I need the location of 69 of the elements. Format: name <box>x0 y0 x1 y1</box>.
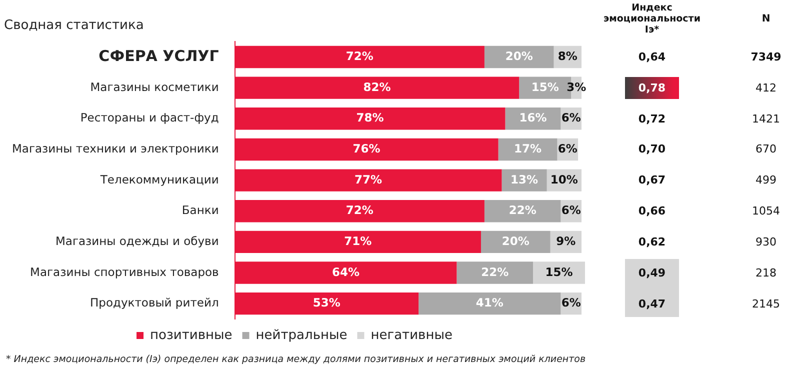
legend-label: нейтральные <box>256 328 348 343</box>
text: 0,62 <box>638 235 666 248</box>
data-label: 8% <box>558 48 578 63</box>
data-label: 71% <box>344 234 372 248</box>
y-tick-label: Магазины одежды и обуви <box>55 234 219 248</box>
text: 930 <box>756 235 776 248</box>
y-tick-label: Рестораны и фаст-фуд <box>80 110 219 125</box>
legend-label: негативные <box>370 328 452 343</box>
data-label: 6% <box>561 296 582 310</box>
text: 0,64 <box>638 50 666 64</box>
y-tick-label: Телекоммуникации <box>99 172 219 186</box>
data-label: 6% <box>561 203 582 218</box>
data-label: 17% <box>514 141 542 156</box>
text: 499 <box>756 174 776 187</box>
text: 0,47 <box>638 297 666 310</box>
data-label: 6% <box>561 110 582 125</box>
text: N <box>762 14 770 24</box>
bar <box>484 46 554 68</box>
data-label: 16% <box>519 110 548 125</box>
text: 2145 <box>752 297 780 310</box>
data-label: 13% <box>510 172 539 186</box>
data-label: 64% <box>332 264 360 279</box>
text: 1054 <box>752 204 780 218</box>
y-tick-label: Магазины спортивных товаров <box>30 264 220 279</box>
text: 0,67 <box>638 174 666 187</box>
text: 0,49 <box>638 266 666 280</box>
data-label: 15% <box>531 80 560 94</box>
data-label: 6% <box>558 141 578 156</box>
text: 218 <box>756 266 776 280</box>
data-label: 76% <box>352 141 381 156</box>
bar <box>484 200 561 222</box>
legend-label: позитивные <box>150 328 232 343</box>
text: 670 <box>756 142 776 156</box>
bar <box>480 230 550 254</box>
text: 0,72 <box>638 112 666 126</box>
data-label: 10% <box>550 172 578 186</box>
text: Сводная статистика <box>4 18 144 34</box>
data-label: 72% <box>346 48 374 63</box>
data-label: 53% <box>312 296 341 310</box>
data-label: 3% <box>566 80 587 94</box>
text: 0,78 <box>638 81 666 94</box>
data-label: 77% <box>354 172 383 186</box>
text: * Индекс эмоциональности (Iэ) определен как разница между долями позитивных и негативных эмоций клиентов <box>6 354 586 365</box>
data-label: 82% <box>363 80 392 94</box>
y-tick-label: Банки <box>182 203 219 218</box>
data-label: 72% <box>346 203 374 218</box>
data-label: 15% <box>545 264 574 279</box>
data-label: 9% <box>556 234 576 248</box>
bar <box>456 262 533 284</box>
data-label: 20% <box>505 48 534 63</box>
text: 1421 <box>752 112 780 126</box>
data-label: 78% <box>356 110 384 125</box>
bar <box>505 108 561 130</box>
text: Индекс эмоциональности Iэ* <box>602 2 702 36</box>
y-tick-label: Магазины техники и электроники <box>12 141 219 156</box>
text: 412 <box>756 81 776 94</box>
bar <box>532 262 585 284</box>
data-label: 22% <box>508 203 537 218</box>
bar <box>418 292 561 315</box>
y-tick-label: СФЕРА УСЛУГ <box>98 46 220 65</box>
bar <box>498 138 558 161</box>
text: 7349 <box>750 50 782 64</box>
y-tick-label: Продуктовый ритейл <box>90 296 219 310</box>
text: 0,66 <box>638 204 666 218</box>
y-tick-label: Магазины косметики <box>90 80 219 94</box>
data-label: 20% <box>502 234 530 248</box>
text: 0,70 <box>638 142 666 156</box>
data-label: 41% <box>476 296 504 310</box>
data-label: 22% <box>481 264 510 279</box>
